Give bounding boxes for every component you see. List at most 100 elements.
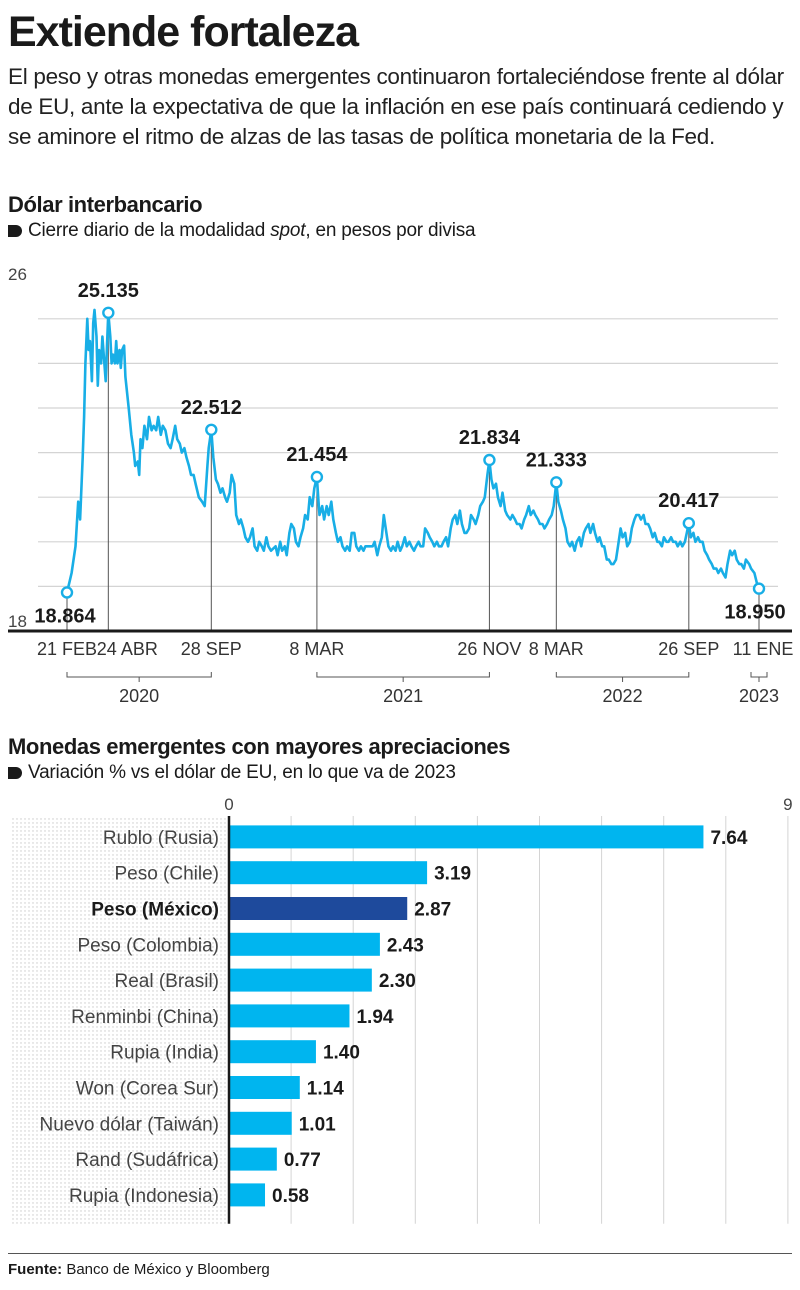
annotation-marker xyxy=(752,582,766,595)
bar-category-label: Won (Corea Sur) xyxy=(76,1079,219,1100)
annotation-value-label: 18.864 xyxy=(34,605,96,627)
annotation-value-label: 25.135 xyxy=(78,280,139,302)
bar-category-label: Peso (Chile) xyxy=(114,864,219,885)
bar-category-label: Peso (México) xyxy=(91,900,219,921)
annotation-value-label: 20.417 xyxy=(658,490,719,512)
bar xyxy=(229,1111,292,1135)
bar xyxy=(229,1183,266,1207)
footer-divider xyxy=(8,1253,792,1254)
bar-row: Peso (México) 2.87 xyxy=(91,897,451,921)
bar-value-label: 7.64 xyxy=(710,828,747,849)
annotation-value-label: 21.333 xyxy=(526,449,587,471)
bar-value-label: 2.43 xyxy=(387,935,424,956)
bar-value-label: 1.01 xyxy=(299,1114,336,1135)
bullet-icon xyxy=(8,225,22,237)
bar-value-label: 3.19 xyxy=(434,864,471,885)
bar-row: Rand (Sudáfrica) 0.77 xyxy=(75,1147,321,1171)
source-label: Fuente: xyxy=(8,1261,63,1278)
source-note: Fuente: Banco de México y Bloomberg xyxy=(8,1261,270,1278)
line-chart-subtitle-italic: spot xyxy=(270,220,306,241)
bar-row: Real (Brasil) 2.30 xyxy=(114,968,416,992)
line-chart-title: Dólar interbancario xyxy=(8,192,203,217)
bar-category-label: Renminbi (China) xyxy=(71,1007,219,1028)
bar-category-label: Real (Brasil) xyxy=(114,971,219,992)
label-background-pattern xyxy=(10,816,227,1224)
bar xyxy=(229,932,380,956)
bar xyxy=(229,1040,316,1064)
annotation-marker xyxy=(102,306,115,319)
y-tick-label-bottom: 18 xyxy=(8,612,27,631)
bar-category-label: Rublo (Rusia) xyxy=(103,828,219,849)
x-tick-label: 8 MAR xyxy=(529,639,584,659)
annotation-marker xyxy=(205,423,218,436)
bar-category-label: Rupia (Indonesia) xyxy=(69,1186,219,1207)
year-label: 2022 xyxy=(603,686,643,706)
bar xyxy=(229,1004,350,1028)
year-bracket xyxy=(555,672,690,682)
annotation-value-label: 21.834 xyxy=(459,427,521,449)
bar-row: Peso (Chile) 3.19 xyxy=(114,861,471,885)
annotation-value-label: 18.950 xyxy=(724,602,785,624)
line-series-path xyxy=(65,308,761,593)
annotation-value-label: 22.512 xyxy=(181,397,242,419)
x-tick-label: 11 ENE xyxy=(733,639,794,659)
annotation-value-label: 21.454 xyxy=(286,444,348,466)
bar xyxy=(229,825,704,849)
bar-row: Peso (Colombia) 2.43 xyxy=(78,932,424,956)
bar-category-label: Rupia (India) xyxy=(110,1043,219,1064)
bar-highlight xyxy=(229,897,408,920)
x-tick-label: 28 SEP xyxy=(181,639,242,659)
year-bracket xyxy=(316,672,490,682)
x-tick-label: 26 SEP xyxy=(658,639,719,659)
bar-value-label: 1.94 xyxy=(356,1007,393,1028)
bar-category-label: Nuevo dólar (Taiwán) xyxy=(39,1114,219,1135)
year-bracket xyxy=(750,672,768,682)
bar xyxy=(229,1147,277,1171)
line-chart: 26 18 18.864 25.135 22.512 21.454 21.83421.3… xyxy=(8,265,794,706)
line-chart-subtitle-suffix: , en pesos por divisa xyxy=(305,220,476,241)
annotation-marker xyxy=(550,476,563,489)
bar-chart-title: Monedas emergentes con mayores apreciaci… xyxy=(8,734,511,759)
x-tick-label: 8 MAR xyxy=(289,639,344,659)
y-tick-label-top: 26 xyxy=(8,265,27,284)
x-tick-label: 21 FEB xyxy=(37,639,97,659)
year-label: 2020 xyxy=(119,686,159,706)
year-bracket xyxy=(66,672,212,682)
bar-value-label: 0.77 xyxy=(284,1150,321,1171)
line-chart-subtitle-prefix: Cierre diario de la modalidad xyxy=(28,220,271,241)
bar-value-label: 2.30 xyxy=(379,971,416,992)
page-title: Extiende fortaleza xyxy=(8,8,359,56)
annotation-marker xyxy=(310,470,324,484)
bar-category-label: Rand (Sudáfrica) xyxy=(75,1150,219,1171)
bar xyxy=(229,861,428,885)
annotation-marker xyxy=(682,517,696,530)
x-tick-label: 24 ABR xyxy=(97,639,158,659)
bullet-icon xyxy=(8,767,22,779)
bar-row: Rublo (Rusia) 7.64 xyxy=(103,825,748,849)
x-tick-label: 26 NOV xyxy=(457,639,521,659)
intro-text: El peso y otras monedas emergentes conti… xyxy=(8,64,784,149)
bar-category-label: Peso (Colombia) xyxy=(78,935,220,956)
bar xyxy=(229,968,372,992)
year-label: 2023 xyxy=(739,686,779,706)
bar-value-label: 1.14 xyxy=(307,1079,344,1100)
bar-chart-subtitle-text: Variación % vs el dólar de EU, en lo que… xyxy=(28,762,456,783)
bar-row: Rupia (Indonesia) 0.58 xyxy=(69,1183,309,1207)
source-text: Banco de México y Bloomberg xyxy=(62,1261,270,1278)
annotation-marker xyxy=(483,453,496,467)
bar-value-label: 2.87 xyxy=(414,900,451,921)
bar-row: Won (Corea Sur) 1.14 xyxy=(76,1076,344,1100)
bar-chart-subtitle: Variación % vs el dólar de EU, en lo que… xyxy=(8,762,456,784)
annotation-marker xyxy=(60,586,74,599)
bar-value-label: 0.58 xyxy=(272,1186,309,1207)
bar xyxy=(229,1076,300,1099)
x-tick-label-0: 0 xyxy=(224,795,233,814)
bar-row: Rupia (India) 1.40 xyxy=(110,1040,360,1064)
bar-value-label: 1.40 xyxy=(323,1043,360,1064)
year-label: 2021 xyxy=(383,686,423,706)
line-chart-subtitle: Cierre diario de la modalidad spot, en p… xyxy=(8,220,476,242)
x-tick-label-9: 9 xyxy=(783,795,792,814)
bar-row: Nuevo dólar (Taiwán) 1.01 xyxy=(39,1111,336,1135)
bar-row: Renminbi (China) 1.94 xyxy=(71,1004,394,1028)
